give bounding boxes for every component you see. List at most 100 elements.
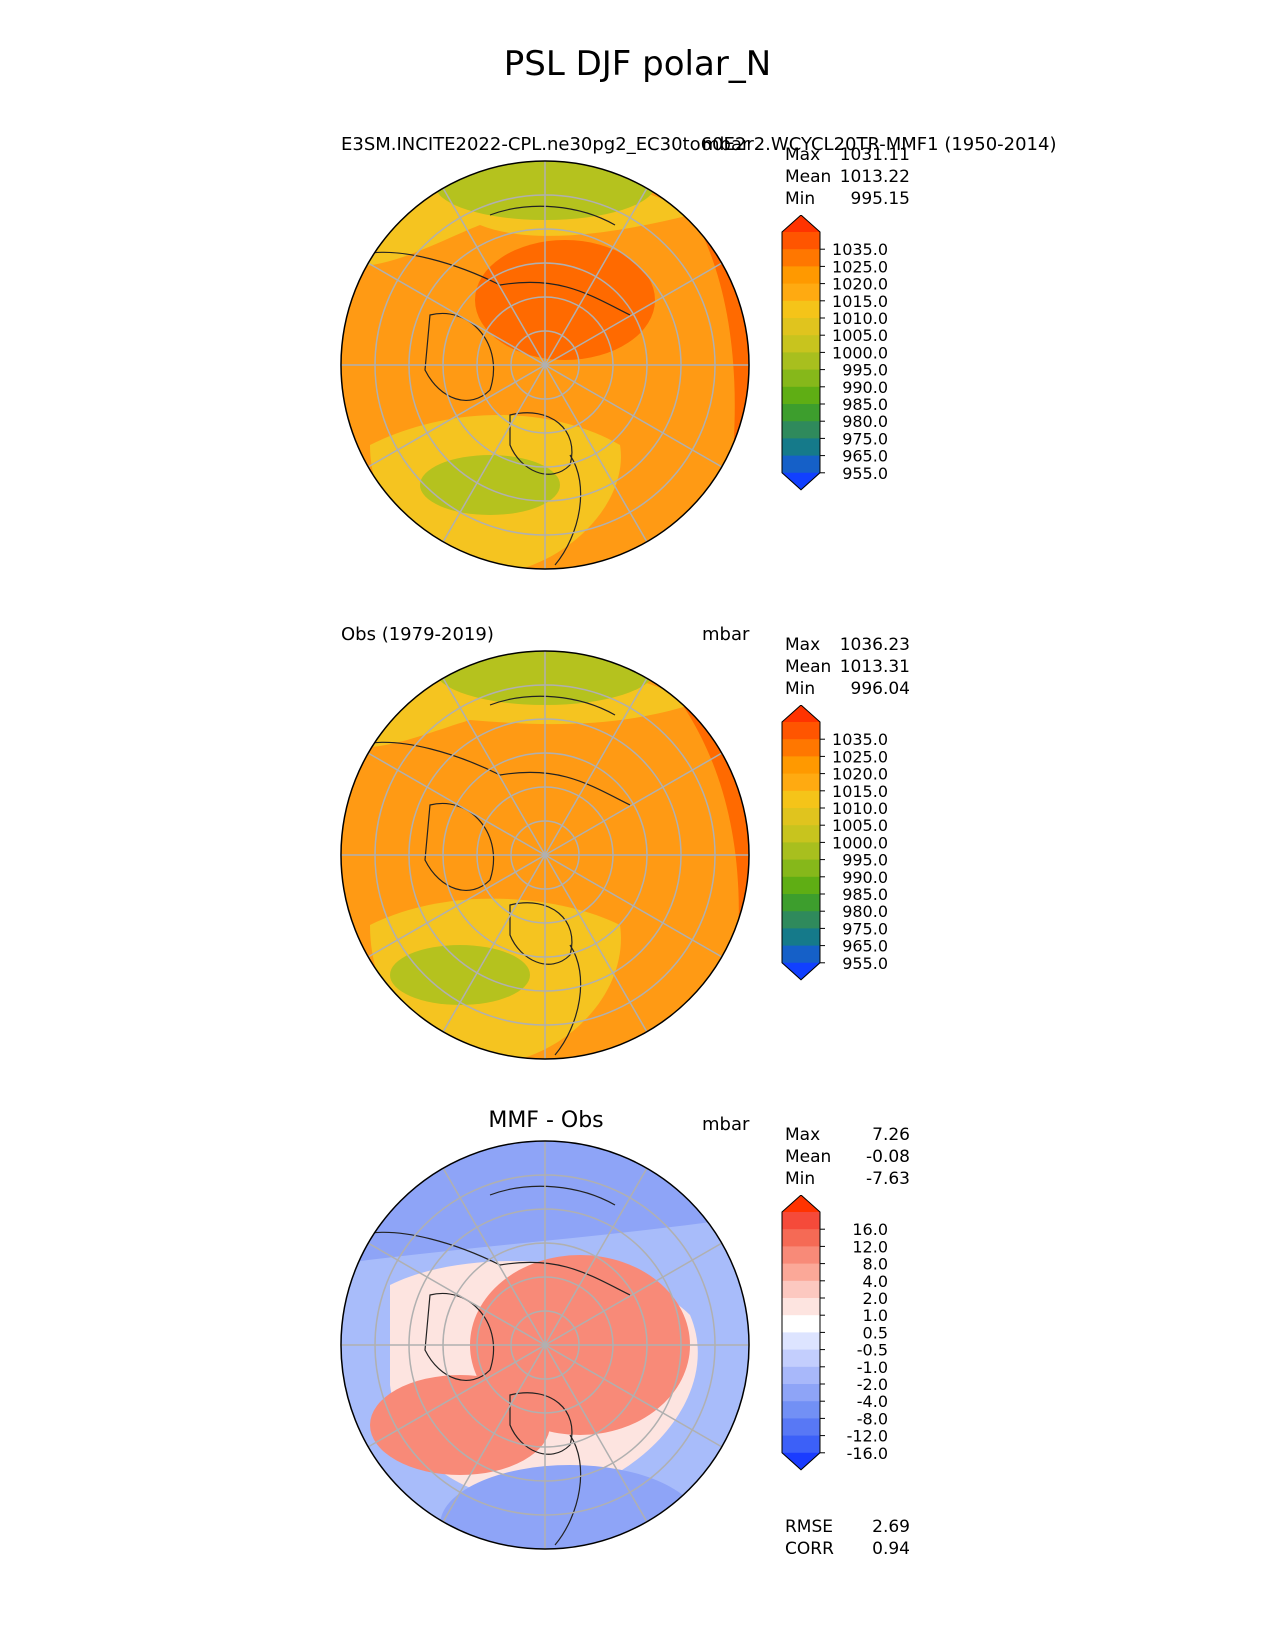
coastline [359, 1231, 631, 1296]
footer-stat-value: 2.69 [872, 1517, 910, 1537]
graticule [341, 161, 749, 569]
colorbar-swatch [782, 1298, 820, 1316]
colorbar-swatches [782, 215, 820, 490]
panel-3-stat-value: -7.63 [866, 1169, 910, 1189]
panel-2-stat-value: 1013.31 [839, 657, 910, 677]
colorbar-tick-label: 965.0 [842, 447, 888, 466]
colorbar-swatch [782, 335, 820, 353]
panel-1-title-left: E3SM.INCITE2022-CPL.ne30pg2_EC30to60E2r2… [341, 134, 1057, 155]
colorbar-labels: 1035.01025.01020.01015.01010.01005.01000… [820, 240, 888, 483]
colorbar-tick-label: 16.0 [852, 1220, 888, 1239]
coastline [509, 412, 573, 475]
coastline [359, 251, 631, 316]
coastline [509, 902, 573, 965]
map-boundary [340, 160, 750, 570]
colorbar-tick-label: -0.5 [857, 1341, 888, 1360]
map-warm-region [370, 1375, 550, 1475]
colorbar-swatch [782, 894, 820, 912]
colorbar-extend-min [782, 1452, 820, 1470]
colorbar-swatch [782, 1366, 820, 1385]
panel-3-stat-label: Mean [785, 1147, 832, 1167]
coastline [509, 1392, 573, 1455]
footer-stat-value: 0.94 [872, 1539, 910, 1559]
colorbar-tick-label: 1035.0 [832, 240, 888, 259]
colorbar-tick-label: 0.5 [863, 1323, 888, 1342]
colorbar-swatch [782, 1263, 820, 1282]
colorbar-tick-label: 1020.0 [832, 275, 888, 294]
colorbar-swatch [782, 1349, 820, 1368]
panel-1-stat-label: Min [785, 189, 816, 209]
colorbar-swatch [782, 1315, 820, 1333]
colorbar-swatch [782, 352, 820, 371]
colorbar-swatch [782, 1435, 820, 1454]
coastline [554, 454, 582, 566]
colorbar-swatch [782, 722, 820, 740]
panel-3-stat-label: Min [785, 1169, 816, 1189]
colorbar-swatch [782, 825, 820, 843]
colorbar-extend-min [782, 962, 820, 980]
colorbar-swatch [782, 1332, 820, 1351]
colorbar-swatch [782, 1280, 820, 1299]
colorbar-swatch [782, 945, 820, 964]
panel-3-title-center: MMF - Obs [488, 1108, 604, 1133]
colorbar-tick-label: 990.0 [842, 378, 888, 397]
panel-1-colorbar: 1035.01025.01020.01015.01010.01005.01000… [781, 215, 888, 491]
panel-1-map [340, 160, 750, 570]
panel-1-stat-value: 1031.11 [839, 145, 910, 165]
colorbar-swatch [782, 808, 820, 826]
colorbar-swatch [782, 369, 820, 388]
colorbar-tick-label: 4.0 [863, 1272, 888, 1291]
colorbar-swatch [782, 756, 820, 775]
panel-2-units: mbar [702, 624, 750, 645]
colorbar-tick-label: 2.0 [863, 1289, 888, 1308]
colorbar-swatch [782, 739, 820, 757]
panel-3-units: mbar [702, 1114, 750, 1135]
panel-3-colorbar: 16.012.08.04.02.01.00.5-0.5-1.0-2.0-4.0-… [781, 1195, 888, 1471]
colorbar-swatch [782, 249, 820, 267]
colorbar-swatch [782, 842, 820, 861]
colorbar-tick-label: 980.0 [842, 902, 888, 921]
colorbar-swatch [782, 438, 820, 457]
panel-3-map [340, 1140, 750, 1550]
colorbar-tick-label: 985.0 [842, 885, 888, 904]
colorbar-swatch [782, 266, 820, 285]
coastline [554, 1434, 582, 1546]
colorbar-swatch [782, 421, 820, 439]
colorbar-tick-label: 975.0 [842, 919, 888, 938]
colorbar-tick-label: 1010.0 [832, 799, 888, 818]
colorbar-extend-max [782, 1195, 820, 1212]
panel-2-stat-label: Mean [785, 657, 832, 677]
colorbar-tick-label: 1005.0 [832, 326, 888, 345]
colorbar-extend-max [782, 215, 820, 232]
colorbar-tick-label: 1025.0 [832, 747, 888, 766]
panel-3-stat-label: Max [785, 1125, 821, 1145]
colorbar-swatch [782, 318, 820, 336]
colorbar-swatch [782, 455, 820, 474]
colorbar-swatch [782, 928, 820, 947]
colorbar-tick-label: -1.0 [857, 1358, 888, 1377]
colorbar-swatch [782, 1384, 820, 1402]
colorbar-tick-label: 955.0 [842, 954, 888, 973]
colorbar-swatches [782, 705, 820, 980]
colorbar-tick-label: 12.0 [852, 1237, 888, 1256]
colorbar-tick-label: 975.0 [842, 429, 888, 448]
coastline [489, 1185, 616, 1206]
colorbar-tick-label: 980.0 [842, 412, 888, 431]
footer-stat-label: CORR [785, 1539, 834, 1559]
graticule [341, 651, 749, 1059]
coastline [554, 944, 582, 1056]
colorbar-swatch [782, 790, 820, 809]
panel-1-stat-label: Mean [785, 167, 832, 187]
colorbar-tick-label: 1000.0 [832, 343, 888, 362]
colorbar-swatch [782, 283, 820, 302]
panel-1-stat-value: 1013.22 [839, 167, 910, 187]
map-boundary [340, 650, 750, 1060]
colorbar-extend-max [782, 705, 820, 722]
colorbar-tick-label: 1015.0 [832, 292, 888, 311]
colorbar-tick-label: 965.0 [842, 937, 888, 956]
colorbar-tick-label: -8.0 [857, 1409, 888, 1428]
footer-stat-label: RMSE [785, 1517, 834, 1537]
colorbar-swatch [782, 232, 820, 250]
panel-2-stat-label: Max [785, 635, 821, 655]
figure-title: PSL DJF polar_N [503, 44, 772, 84]
